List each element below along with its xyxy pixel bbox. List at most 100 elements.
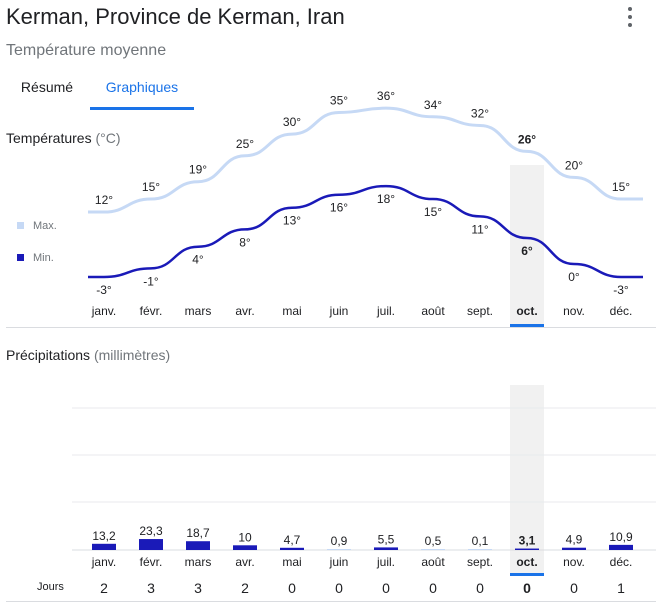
temp-month-label: janv. [91,304,116,318]
rain-days-label: Jours [37,581,64,593]
temp-month-label: sept. [467,304,493,318]
min-temp-label: 13° [283,214,301,228]
temp-month-label: déc. [610,304,633,318]
precipitation-bar [421,549,445,550]
precipitation-value-label: 4,9 [566,533,583,547]
temp-month-label: juil. [376,304,395,318]
rain-days-value: 3 [194,580,202,596]
bottom-divider [6,601,656,602]
rain-days-value: 0 [570,580,578,596]
page-subtitle: Température moyenne [6,42,167,59]
temp-selected-indicator [510,324,544,327]
precipitation-section-title: Précipitations (millimètres) [6,347,170,363]
precipitation-value-label: 10 [238,530,252,544]
temp-month-label: nov. [563,304,585,318]
rain-days-value: 2 [241,580,249,596]
precipitation-unit: (millimètres) [93,347,171,363]
min-temp-label: 8° [239,235,251,249]
precipitation-bar [374,547,398,550]
precipitation-bar [327,549,351,550]
legend-max-swatch [17,222,24,229]
precipitation-month-label: août [421,555,445,569]
precipitation-month-label: mai [282,555,301,569]
page-title: Kerman, Province de Kerman, Iran [6,4,345,29]
temp-month-label: mai [282,304,301,318]
min-temp-label: 4° [192,253,204,267]
rain-days-value: 0 [476,580,484,596]
tab-selected-indicator [90,107,194,110]
precipitation-value-label: 23,3 [139,524,163,538]
precipitation-month-label: oct. [516,555,537,569]
max-temp-label: 20° [565,158,583,172]
precipitation-month-label: févr. [140,555,163,569]
min-temp-label: 18° [377,192,395,206]
precipitation-month-label: avr. [235,555,254,569]
more-vert-icon[interactable] [616,4,644,30]
min-temp-label: -3° [613,283,629,297]
max-temp-label: 32° [471,106,489,120]
rain-days-value: 0 [382,580,390,596]
tab-charts[interactable]: Graphiques [105,79,179,95]
precipitation-title: Précipitations [6,347,91,363]
rain-days-value: 2 [100,580,108,596]
precipitation-bar [233,545,257,550]
precipitation-value-label: 0,1 [472,534,489,548]
temp-month-label: mars [185,304,212,318]
min-temp-label: 6° [521,244,533,258]
temp-month-label: juin [329,304,349,318]
precipitation-month-label: juin [329,555,349,569]
temp-month-label: févr. [140,304,163,318]
rain-days-value: 0 [335,580,343,596]
section-divider [6,327,656,328]
prec-selected-indicator [510,573,544,576]
precipitation-month-label: juil. [376,555,395,569]
rain-days-value: 0 [429,580,437,596]
tab-summary[interactable]: Résumé [20,79,74,95]
rain-days-value: 0 [523,580,531,596]
precipitation-bar [515,548,539,550]
min-temp-label: 11° [471,222,488,236]
precipitation-bar [92,543,116,550]
precipitation-month-label: janv. [91,555,116,569]
temp-month-label: oct. [516,304,537,318]
precipitation-month-label: déc. [610,555,633,569]
max-temp-label: 15° [612,180,630,194]
temperature-title: Températures [6,130,92,146]
precipitation-month-label: nov. [563,555,585,569]
min-temp-label: 0° [568,270,580,284]
temperature-unit: (°C) [95,130,121,146]
max-temperature-line [88,106,643,214]
rain-days-value: 3 [147,580,155,596]
temp-month-label: août [421,304,445,318]
legend-max-label: Max. [33,220,57,232]
precipitation-month-label: mars [185,555,212,569]
precipitation-value-label: 0,9 [331,534,348,548]
selected-month-highlight-temp [510,165,544,325]
precipitation-month-label: sept. [467,555,493,569]
max-temp-label: 15° [142,180,160,194]
rain-days-value: 1 [617,580,625,596]
max-temp-label: 19° [189,163,207,177]
precipitation-value-label: 18,7 [186,526,210,540]
min-temp-label: -1° [143,274,159,288]
precipitation-value-label: 4,7 [284,533,301,547]
precipitation-value-label: 5,5 [378,532,395,546]
precipitation-bar [139,539,163,550]
precipitation-value-label: 3,1 [519,534,536,548]
min-temp-label: -3° [96,283,112,297]
max-temp-label: 30° [283,115,301,129]
max-temp-label: 34° [424,98,442,112]
legend-min-swatch [17,254,24,261]
precipitation-value-label: 0,5 [425,534,442,548]
max-temp-label: 26° [518,132,536,146]
min-temperature-line [88,184,643,279]
legend-min-label: Min. [33,252,54,264]
precipitation-bar [186,541,210,550]
max-temp-label: 12° [95,193,113,207]
precipitation-value-label: 13,2 [92,529,116,543]
precipitation-bar [280,547,304,550]
max-temp-label: 25° [236,137,254,151]
max-temp-label: 36° [377,89,395,103]
precipitation-bar [609,544,633,550]
